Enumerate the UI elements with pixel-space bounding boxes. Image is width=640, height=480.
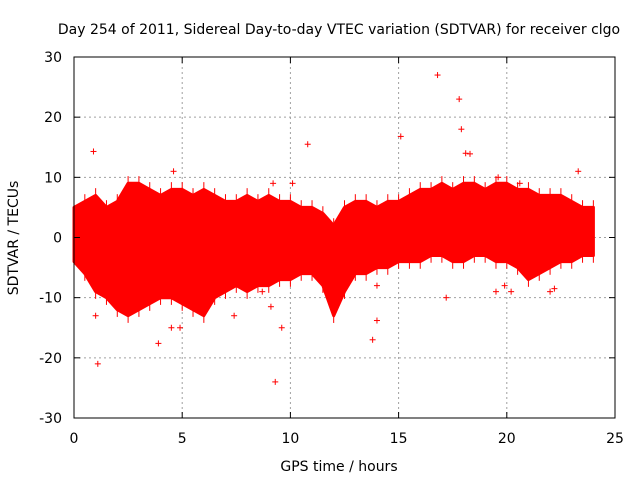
chart-title: Day 254 of 2011, Sidereal Day-to-day VTE… <box>58 22 620 38</box>
data-point <box>155 340 162 347</box>
data-point <box>575 168 582 175</box>
data-series <box>72 176 595 323</box>
data-point <box>516 180 523 187</box>
data-point <box>434 72 441 79</box>
data-point <box>373 282 380 289</box>
y-tick-label: -10 <box>39 291 62 307</box>
data-point <box>369 336 376 343</box>
data-point <box>270 180 277 187</box>
data-point <box>278 324 285 331</box>
data-point <box>397 133 404 140</box>
data-point <box>168 324 175 331</box>
data-point <box>467 150 474 157</box>
data-point <box>547 288 554 295</box>
data-point <box>259 288 266 295</box>
y-tick-label: 0 <box>53 231 62 247</box>
data-point <box>495 174 502 181</box>
data-point <box>458 126 465 133</box>
data-point <box>508 288 515 295</box>
data-point <box>267 303 274 310</box>
x-tick-label: 5 <box>178 431 187 447</box>
data-point <box>92 312 99 319</box>
data-point <box>462 150 469 157</box>
data-point <box>90 148 97 155</box>
x-tick-label: 20 <box>498 431 516 447</box>
axis-ticks: 0 5 10 15 20 25 -30 -20 -10 0 10 20 30 <box>39 50 624 447</box>
data-point <box>492 288 499 295</box>
y-tick-label: 10 <box>44 170 62 186</box>
outlier-points <box>90 72 582 385</box>
x-tick-label: 10 <box>281 431 299 447</box>
x-tick-label: 0 <box>70 431 79 447</box>
x-axis-label: GPS time / hours <box>280 459 397 475</box>
y-tick-label: 20 <box>44 110 62 126</box>
data-point <box>501 282 508 289</box>
data-point <box>170 168 177 175</box>
data-point <box>373 317 380 324</box>
data-point <box>456 96 463 103</box>
data-point <box>304 141 311 148</box>
x-tick-label: 15 <box>390 431 408 447</box>
data-point <box>231 312 238 319</box>
data-point <box>551 285 558 292</box>
x-tick-label: 25 <box>606 431 624 447</box>
data-point <box>94 360 101 367</box>
y-tick-label: -20 <box>39 351 62 367</box>
data-point <box>443 294 450 301</box>
y-tick-label: -30 <box>39 411 62 427</box>
data-point <box>177 324 184 331</box>
data-point <box>272 378 279 385</box>
y-axis-label: SDTVAR / TECUs <box>6 181 22 296</box>
y-tick-label: 30 <box>44 50 62 66</box>
data-point <box>289 180 296 187</box>
